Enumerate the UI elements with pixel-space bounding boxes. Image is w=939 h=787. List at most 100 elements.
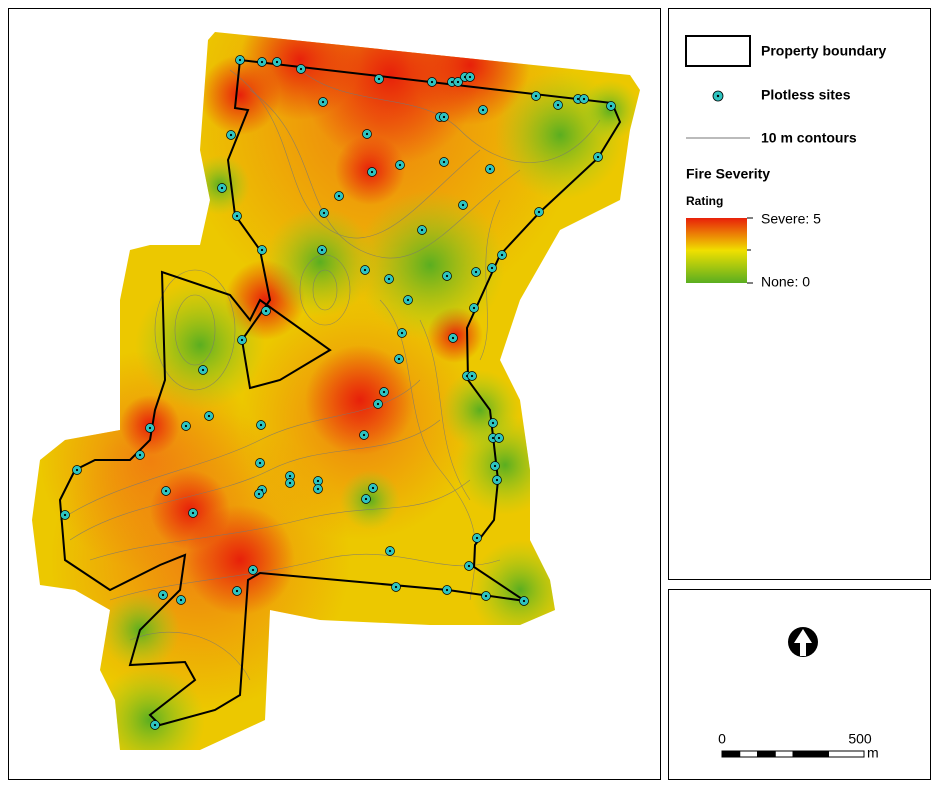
plotless-site-center [470, 374, 474, 378]
plotless-site-center [370, 170, 374, 174]
legend-label: 10 m contours [761, 130, 857, 146]
plotless-site-center [445, 274, 449, 278]
severity-patch [300, 32, 480, 165]
plotless-site-center [240, 338, 244, 342]
plotless-site-center [238, 58, 242, 62]
plotless-site-center [475, 536, 479, 540]
plotless-site-center [382, 390, 386, 394]
plotless-site-center [451, 336, 455, 340]
plotless-site-center [371, 486, 375, 490]
plotless-site-center [609, 104, 613, 108]
plotless-site-center [445, 588, 449, 592]
plotless-site-center [251, 568, 255, 572]
severity-patch [440, 370, 520, 450]
scale-bar [721, 750, 865, 758]
plotless-site-center [362, 433, 366, 437]
plotless-site-center [207, 414, 211, 418]
severity-patch [355, 190, 505, 340]
plotless-site-center [582, 97, 586, 101]
plotless-site-center [148, 426, 152, 430]
plotless-site-center [490, 266, 494, 270]
plotless-site-center [556, 103, 560, 107]
plotless-site-center [522, 599, 526, 603]
plotless-site-center [596, 155, 600, 159]
plotless-site-center [201, 368, 205, 372]
plotless-site-center [481, 108, 485, 112]
plotless-site-center [400, 331, 404, 335]
plotless-site-center [164, 489, 168, 493]
plotless-site-center [461, 203, 465, 207]
plotless-site-center [316, 479, 320, 483]
scale-label: 0 [718, 731, 726, 747]
plotless-site-center [377, 77, 381, 81]
plotless-site-center [161, 593, 165, 597]
plotless-site-center [472, 306, 476, 310]
plotless-site-center [235, 214, 239, 218]
plotless-site-center [537, 210, 541, 214]
plotless-site-center [264, 309, 268, 313]
plotless-site-center [397, 357, 401, 361]
plotless-site-center [442, 115, 446, 119]
plotless-site-center [474, 270, 478, 274]
plotless-site-center [387, 277, 391, 281]
plotless-site-center [288, 481, 292, 485]
scale-label: 500 [848, 731, 872, 747]
plotless-site-center [229, 133, 233, 137]
plotless-site-center [259, 423, 263, 427]
plotless-site-center [406, 298, 410, 302]
severity-patch [135, 280, 265, 410]
plotless-site-center [184, 424, 188, 428]
plotless-site-center [488, 167, 492, 171]
plotless-site-center [179, 598, 183, 602]
plotless-site-center [63, 513, 67, 517]
plotless-site-center [442, 160, 446, 164]
plotless-site-center [191, 511, 195, 515]
boundary-swatch [685, 35, 751, 67]
plotless-site-center [365, 132, 369, 136]
plotless-site-center [258, 461, 262, 465]
plotless-site-center [275, 60, 279, 64]
plotless-site-center [321, 100, 325, 104]
plotless-site-center [376, 402, 380, 406]
plotless-site-center [430, 80, 434, 84]
plotless-site-center [491, 421, 495, 425]
severity-patch [265, 207, 375, 317]
plotless-site-center [450, 80, 454, 84]
plotless-site-center [576, 97, 580, 101]
plotless-site-center [153, 723, 157, 727]
site-swatch-dot [716, 94, 720, 98]
plotless-site-center [320, 248, 324, 252]
ramp-label: None: 0 [761, 274, 810, 290]
plotless-site-center [500, 253, 504, 257]
severity-patch [305, 345, 415, 455]
plotless-site-center [138, 453, 142, 457]
plotless-site-center [288, 474, 292, 478]
legend-label: Plotless sites [761, 87, 851, 103]
severity-patch [200, 55, 280, 135]
plotless-site-center [235, 589, 239, 593]
plotless-site-center [316, 487, 320, 491]
ramp-label: Severe: 5 [761, 211, 821, 227]
plotless-site-center [420, 228, 424, 232]
plotless-site-center [337, 194, 341, 198]
plotless-site-center [493, 464, 497, 468]
plotless-site-center [394, 585, 398, 589]
plotless-site-center [260, 248, 264, 252]
scale-frame [668, 589, 931, 780]
plotless-site-center [534, 94, 538, 98]
plotless-site-center [484, 594, 488, 598]
plotless-site-center [257, 492, 261, 496]
plotless-site-center [398, 163, 402, 167]
property-boundary [58, 58, 622, 727]
north-arrow [788, 627, 818, 657]
plotless-site-center [364, 497, 368, 501]
legend-frame [668, 8, 931, 580]
plotless-site-center [260, 60, 264, 64]
plotless-site-center [456, 80, 460, 84]
plotless-site-center [220, 186, 224, 190]
plotless-site-center [468, 75, 472, 79]
plotless-site-center [363, 268, 367, 272]
plotless-site-center [322, 211, 326, 215]
color-ramp [686, 218, 747, 283]
plotless-site-center [467, 564, 471, 568]
